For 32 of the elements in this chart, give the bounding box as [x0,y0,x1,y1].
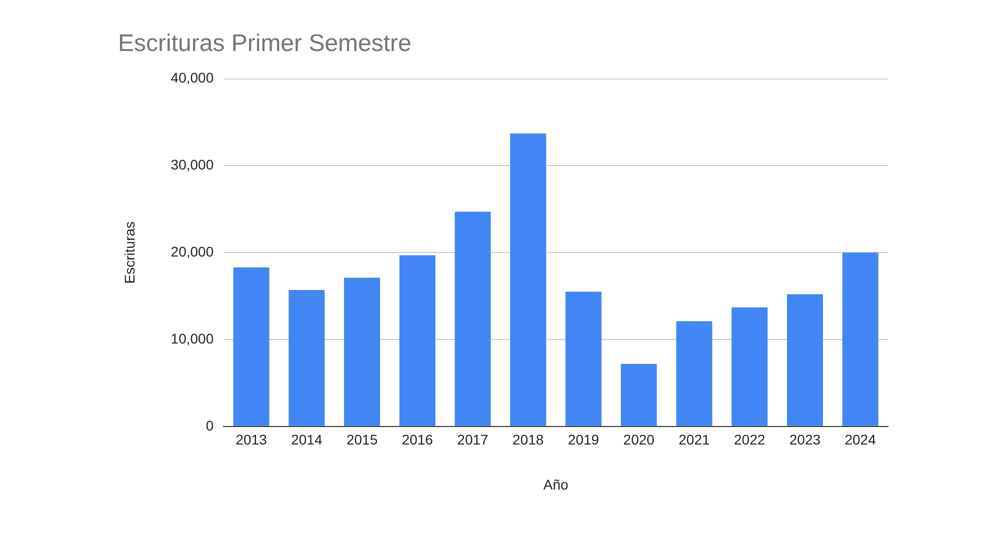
x-tick-label: 2018 [512,432,544,448]
bar [566,292,602,426]
y-tick-label: 40,000 [170,70,214,86]
bar [399,255,436,426]
x-tick-label: 2021 [678,432,710,448]
y-tick-label: 30,000 [170,156,214,173]
x-tick-label: 2024 [844,432,876,448]
y-tick-label: 0 [206,417,214,434]
bar [732,307,768,426]
x-tick-label: 2015 [346,432,378,448]
bar [233,267,270,426]
y-axis-title: Escrituras [121,221,138,284]
x-tick-label: 2014 [291,432,322,448]
bar [676,321,712,426]
y-tick-label: 10,000 [170,330,214,346]
x-tick-label: 2017 [457,432,489,448]
bar [454,212,491,426]
bar [620,364,657,426]
bar [510,134,546,426]
x-tick-label: 2022 [734,432,766,448]
x-tick-label: 2019 [568,432,600,448]
x-axis-title: Año [543,476,568,492]
bar [344,278,380,426]
x-tick-label: 2013 [236,432,268,448]
bar [842,252,878,426]
x-tick-label: 2016 [402,432,434,448]
bar [786,294,823,426]
chart-title: Escrituras Primer Semestre [118,30,412,58]
x-tick-label: 2023 [789,432,821,448]
y-tick-label: 20,000 [170,243,214,260]
bar [288,290,325,426]
x-tick-label: 2020 [623,432,655,448]
